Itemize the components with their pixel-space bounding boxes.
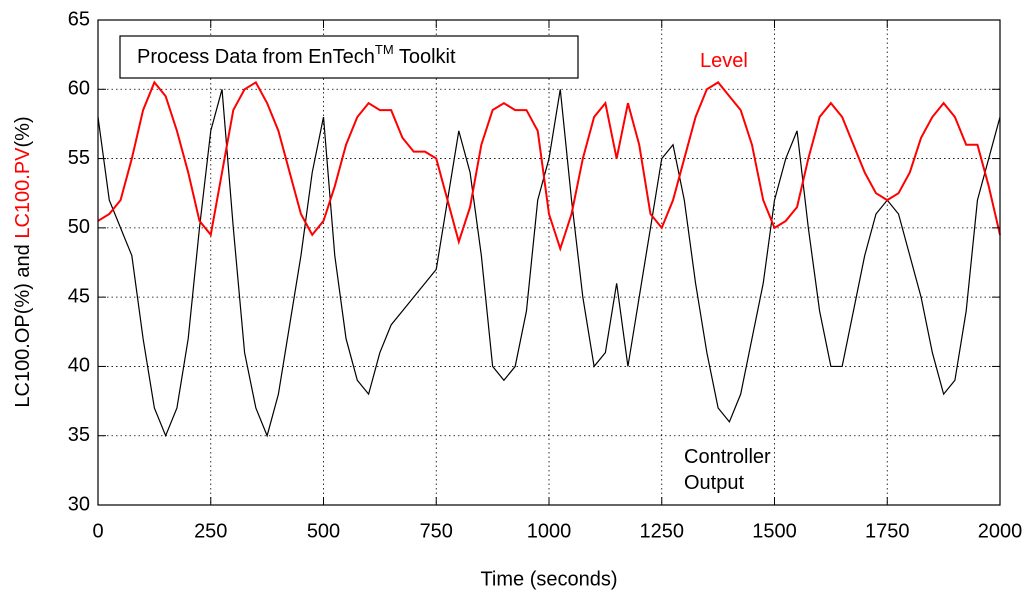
chart-title: Process Data from EnTechTM Toolkit	[137, 42, 456, 68]
y-tick-label: 30	[68, 493, 90, 515]
x-tick-label: 1500	[752, 520, 797, 542]
y-tick-label: 40	[68, 355, 90, 377]
x-tick-label: 500	[307, 520, 340, 542]
y-tick-label: 65	[68, 8, 90, 30]
y-label-part: LC100.OP(%) and	[12, 239, 34, 408]
annotation-line: Controller	[684, 446, 771, 468]
y-tick-label: 55	[68, 147, 90, 169]
annotation: Level	[700, 50, 748, 72]
title-box	[119, 35, 579, 79]
y-tick-label: 45	[68, 285, 90, 307]
x-tick-label: 0	[92, 520, 103, 542]
x-tick-label: 750	[420, 520, 453, 542]
x-axis-label: Time (seconds)	[480, 568, 617, 590]
x-tick-label: 250	[194, 520, 227, 542]
annotation: Controller Output	[684, 446, 771, 494]
y-label-part: LC100.PV	[12, 147, 34, 239]
x-tick-label: 2000	[978, 520, 1023, 542]
title-sup: TM	[375, 42, 394, 57]
title-text: Toolkit	[394, 46, 456, 68]
data-line	[97, 89, 1001, 438]
y-tick-label: 35	[68, 424, 90, 446]
annotation-line: Level	[700, 50, 748, 72]
title-text: Process Data from EnTech	[137, 46, 375, 68]
x-tick-label: 1250	[640, 520, 685, 542]
y-tick-label: 60	[68, 78, 90, 100]
x-tick-label: 1750	[865, 520, 910, 542]
y-axis-label: LC100.OP(%) and LC100.PV(%)	[12, 116, 34, 407]
y-tick-label: 50	[68, 216, 90, 238]
data-line	[97, 80, 1001, 252]
x-tick-label: 1000	[527, 520, 572, 542]
y-label-part: (%)	[12, 116, 34, 147]
annotation-line: Output	[684, 472, 744, 494]
